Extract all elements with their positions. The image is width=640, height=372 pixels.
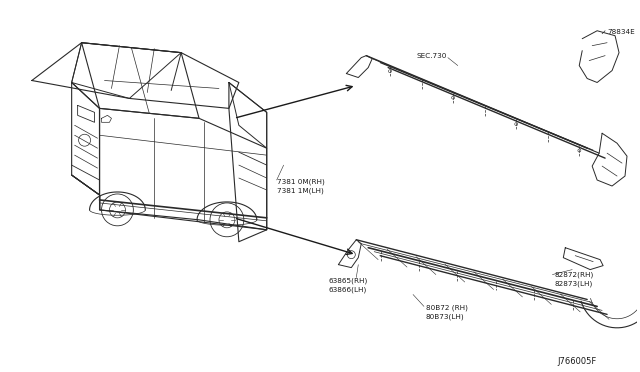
Text: SEC.730: SEC.730	[416, 53, 446, 59]
Text: 82873(LH): 82873(LH)	[554, 280, 593, 287]
Text: 63865(RH): 63865(RH)	[328, 278, 367, 284]
Text: 80B73(LH): 80B73(LH)	[426, 313, 465, 320]
Text: 78834E: 78834E	[607, 29, 635, 35]
Text: J766005F: J766005F	[557, 357, 596, 366]
Text: 7381 1M(LH): 7381 1M(LH)	[276, 188, 323, 195]
Text: 7381 0M(RH): 7381 0M(RH)	[276, 178, 324, 185]
Text: 63866(LH): 63866(LH)	[328, 286, 367, 293]
Text: 82872(RH): 82872(RH)	[554, 272, 593, 278]
Text: 80B72 (RH): 80B72 (RH)	[426, 304, 468, 311]
